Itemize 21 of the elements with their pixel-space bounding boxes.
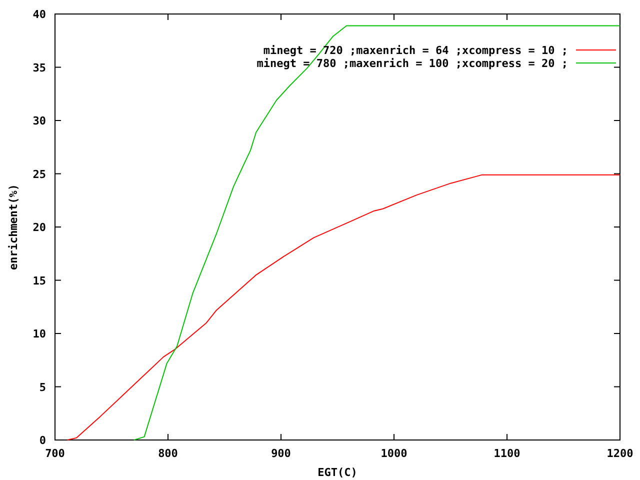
legend-label: minegt = 720 ;maxenrich = 64 ;xcompress = 10 ; — [263, 44, 568, 57]
line-series — [66, 174, 620, 440]
y-tick-label: 15 — [32, 274, 46, 288]
y-tick-label: 35 — [32, 61, 46, 74]
x-tick-label: 900 — [271, 447, 291, 460]
line-series — [134, 25, 620, 440]
y-tick-label: 25 — [32, 168, 46, 181]
x-tick-label: 1000 — [380, 447, 408, 460]
x-tick-label: 1100 — [494, 447, 520, 460]
y-tick-label: 10 — [32, 328, 46, 340]
x-tick-label: 1200 — [606, 447, 634, 460]
x-axis-title: EGT(C) — [318, 466, 358, 479]
y-tick-label: 30 — [32, 114, 46, 128]
legend-label: minegt = 780 ;maxenrich = 100 ;xcompress = 20 ; — [256, 57, 568, 70]
x-tick-label: 700 — [45, 447, 65, 460]
y-tick-label: 0 — [39, 434, 46, 447]
x-tick-label: 800 — [158, 447, 178, 460]
y-tick-label: 40 — [32, 8, 46, 21]
y-tick-label: 20 — [32, 221, 46, 234]
y-axis-title: enrichment(%) — [7, 184, 20, 270]
y-tick-label: 5 — [39, 380, 46, 394]
